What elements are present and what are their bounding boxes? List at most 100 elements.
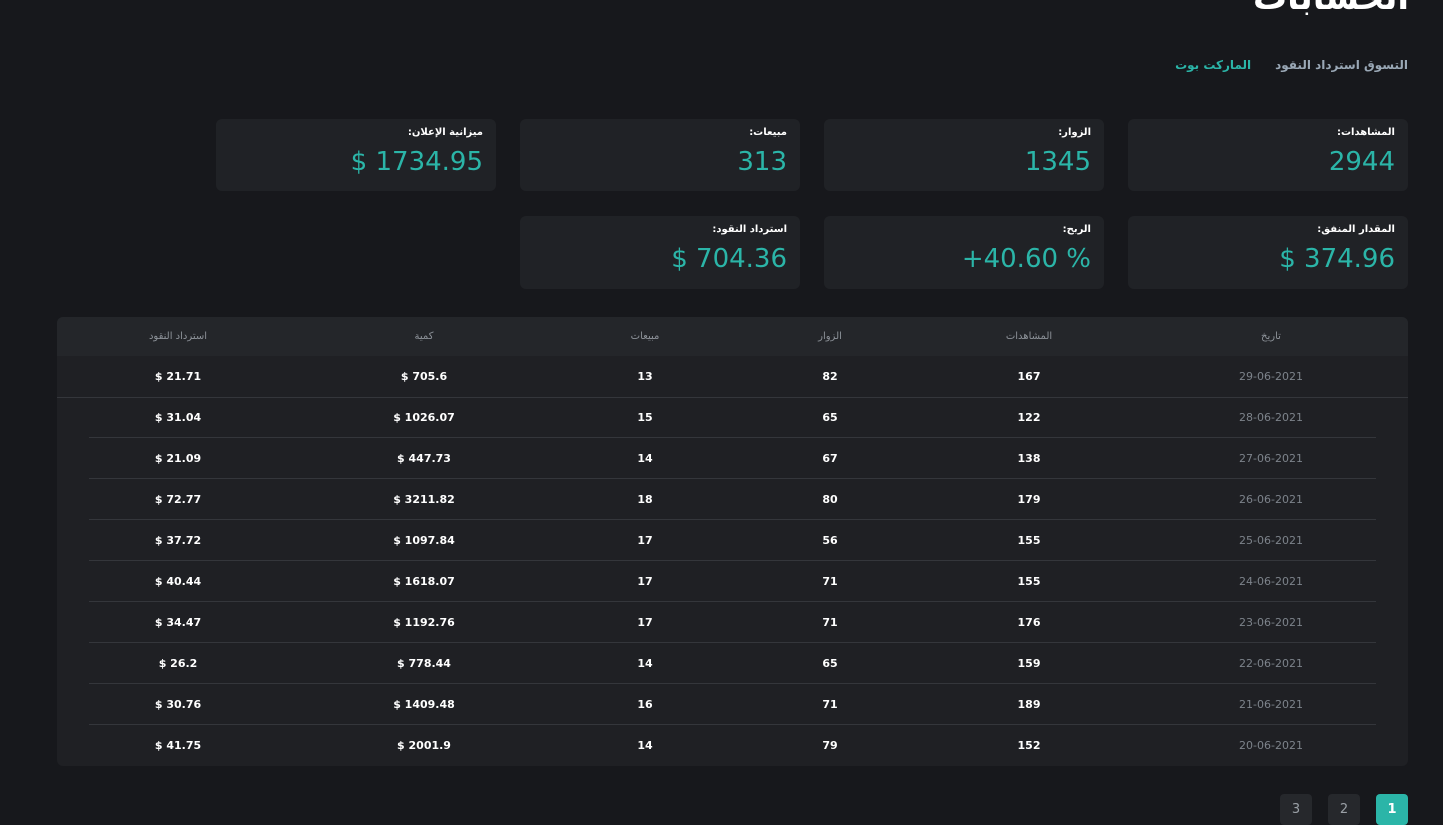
cell-sales: 14: [637, 739, 653, 752]
cell-views: 159: [1017, 657, 1041, 670]
cell-visitors: 80: [822, 493, 838, 506]
nav-link-cashback-shopping[interactable]: التسوق استرداد النقود: [1275, 58, 1408, 72]
stat-card-cashback: استرداد النقود: $ 704.36: [520, 216, 800, 289]
nav-links: الماركت بوت التسوق استرداد النقود: [1175, 58, 1408, 72]
page-button-2[interactable]: 2: [1328, 794, 1360, 825]
cell-cashback: $ 72.77: [154, 493, 202, 506]
page-button-3[interactable]: 3: [1280, 794, 1312, 825]
cell-amount: $ 705.6: [400, 370, 448, 383]
cell-date: 29-06-2021: [1239, 370, 1303, 383]
stat-label: استرداد النقود:: [712, 224, 787, 235]
cell-amount: $ 1192.76: [393, 616, 455, 629]
cell-cashback: $ 21.09: [154, 452, 202, 465]
stat-value: 1345: [1024, 147, 1091, 177]
cell-date: 24-06-2021: [1239, 575, 1303, 588]
stat-value: $ 704.36: [671, 244, 787, 274]
stat-label: الربح:: [1062, 224, 1091, 235]
cell-sales: 14: [637, 657, 653, 670]
cell-date: 27-06-2021: [1239, 452, 1303, 465]
nav-link-market-bot[interactable]: الماركت بوت: [1175, 58, 1252, 72]
stat-value: $ 1734.95: [350, 147, 483, 177]
cell-cashback: $ 34.47: [154, 616, 202, 629]
table-row: 23-06-2021 176 71 17 $ 1192.76 $ 34.47: [57, 602, 1408, 643]
stat-card-views: المشاهدات: 2944: [1128, 119, 1408, 191]
stat-label: مبيعات:: [749, 127, 787, 138]
cell-sales: 16: [637, 698, 653, 711]
cell-amount: $ 1618.07: [393, 575, 455, 588]
cell-views: 167: [1017, 370, 1041, 383]
stat-label: المقدار المنفق:: [1317, 224, 1395, 235]
cell-visitors: 79: [822, 739, 838, 752]
cell-visitors: 71: [822, 616, 838, 629]
cell-date: 22-06-2021: [1239, 657, 1303, 670]
cell-views: 122: [1017, 411, 1041, 424]
cell-visitors: 67: [822, 452, 838, 465]
cell-cashback: $ 26.2: [158, 657, 198, 670]
cell-sales: 17: [637, 575, 653, 588]
cell-amount: $ 1026.07: [393, 411, 455, 424]
stat-card-ad-budget: ميزانية الإعلان: $ 1734.95: [216, 119, 496, 191]
cell-visitors: 65: [822, 657, 838, 670]
cell-sales: 17: [637, 534, 653, 547]
cell-cashback: $ 30.76: [154, 698, 202, 711]
row-divider: [89, 560, 1376, 561]
stat-card-sales: مبيعات: 313: [520, 119, 800, 191]
page-button-1[interactable]: 1: [1376, 794, 1408, 825]
row-divider: [89, 642, 1376, 643]
row-divider: [89, 519, 1376, 520]
stat-label: المشاهدات:: [1336, 127, 1395, 138]
cell-visitors: 82: [822, 370, 838, 383]
row-divider: [89, 478, 1376, 479]
row-divider: [89, 437, 1376, 438]
stat-card-visitors: الزوار: 1345: [824, 119, 1104, 191]
cell-views: 189: [1017, 698, 1041, 711]
header-visitors: الزوار: [818, 331, 842, 342]
cell-sales: 18: [637, 493, 653, 506]
table-row: 20-06-2021 152 79 14 $ 2001.9 $ 41.75: [57, 725, 1408, 766]
table-row: 28-06-2021 122 65 15 $ 1026.07 $ 31.04: [57, 397, 1408, 438]
table-row: 22-06-2021 159 65 14 $ 778.44 $ 26.2: [57, 643, 1408, 684]
cell-amount: $ 1097.84: [393, 534, 455, 547]
cell-visitors: 71: [822, 698, 838, 711]
cell-cashback: $ 40.44: [154, 575, 202, 588]
cell-views: 155: [1017, 534, 1041, 547]
pagination: 1 2 3: [1280, 794, 1408, 825]
cell-cashback: $ 41.75: [154, 739, 202, 752]
cell-sales: 14: [637, 452, 653, 465]
cell-date: 20-06-2021: [1239, 739, 1303, 752]
stat-card-profit: الربح: +40.60 %: [824, 216, 1104, 289]
cell-sales: 13: [637, 370, 653, 383]
stat-value: 2944: [1328, 147, 1395, 177]
table-header: تاريخ المشاهدات الزوار مبيعات كمية استرد…: [57, 317, 1408, 356]
header-date: تاريخ: [1261, 331, 1281, 342]
table-row: 27-06-2021 138 67 14 $ 447.73 $ 21.09: [57, 438, 1408, 479]
cell-date: 26-06-2021: [1239, 493, 1303, 506]
table-row: 24-06-2021 155 71 17 $ 1618.07 $ 40.44: [57, 561, 1408, 602]
cell-date: 21-06-2021: [1239, 698, 1303, 711]
page-title: الحسابات: [1253, 0, 1409, 18]
cell-cashback: $ 37.72: [154, 534, 202, 547]
stat-value: +40.60 %: [961, 244, 1091, 274]
cell-visitors: 65: [822, 411, 838, 424]
cell-cashback: $ 31.04: [154, 411, 202, 424]
cell-amount: $ 778.44: [397, 657, 451, 670]
row-divider: [89, 683, 1376, 684]
row-divider: [89, 601, 1376, 602]
header-sales: مبيعات: [630, 331, 660, 342]
header-views: المشاهدات: [1005, 331, 1053, 342]
row-divider: [89, 724, 1376, 725]
header-cashback: استرداد النقود: [148, 331, 208, 342]
stat-value: 313: [737, 147, 787, 177]
stat-label: الزوار:: [1058, 127, 1091, 138]
header-amount: كمية: [414, 331, 434, 342]
stat-label: ميزانية الإعلان:: [407, 127, 483, 138]
cell-cashback: $ 21.71: [154, 370, 202, 383]
cell-visitors: 71: [822, 575, 838, 588]
stat-value: $ 374.96: [1279, 244, 1395, 274]
cell-visitors: 56: [822, 534, 838, 547]
table-row: 26-06-2021 179 80 18 $ 3211.82 $ 72.77: [57, 479, 1408, 520]
cell-sales: 15: [637, 411, 653, 424]
cell-amount: $ 447.73: [397, 452, 451, 465]
table-row: 29-06-2021 167 82 13 $ 705.6 $ 21.71: [57, 356, 1408, 398]
